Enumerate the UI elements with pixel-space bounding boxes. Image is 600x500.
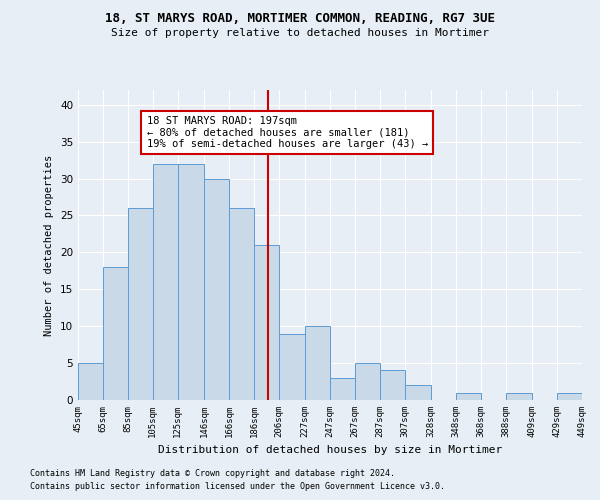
Bar xyxy=(305,326,330,400)
Bar xyxy=(279,334,305,400)
Bar xyxy=(405,385,431,400)
Bar xyxy=(557,392,582,400)
Bar xyxy=(204,178,229,400)
Bar xyxy=(128,208,153,400)
Bar xyxy=(506,392,532,400)
Bar xyxy=(178,164,204,400)
Text: 18 ST MARYS ROAD: 197sqm
← 80% of detached houses are smaller (181)
19% of semi-: 18 ST MARYS ROAD: 197sqm ← 80% of detach… xyxy=(146,116,428,149)
Bar xyxy=(380,370,405,400)
Text: Contains HM Land Registry data © Crown copyright and database right 2024.: Contains HM Land Registry data © Crown c… xyxy=(30,468,395,477)
Bar xyxy=(229,208,254,400)
X-axis label: Distribution of detached houses by size in Mortimer: Distribution of detached houses by size … xyxy=(158,446,502,456)
Bar xyxy=(103,267,128,400)
Y-axis label: Number of detached properties: Number of detached properties xyxy=(44,154,55,336)
Bar xyxy=(456,392,481,400)
Text: Size of property relative to detached houses in Mortimer: Size of property relative to detached ho… xyxy=(111,28,489,38)
Text: Contains public sector information licensed under the Open Government Licence v3: Contains public sector information licen… xyxy=(30,482,445,491)
Bar xyxy=(355,363,380,400)
Bar xyxy=(330,378,355,400)
Bar xyxy=(78,363,103,400)
Bar xyxy=(153,164,178,400)
Bar xyxy=(254,245,279,400)
Text: 18, ST MARYS ROAD, MORTIMER COMMON, READING, RG7 3UE: 18, ST MARYS ROAD, MORTIMER COMMON, READ… xyxy=(105,12,495,26)
